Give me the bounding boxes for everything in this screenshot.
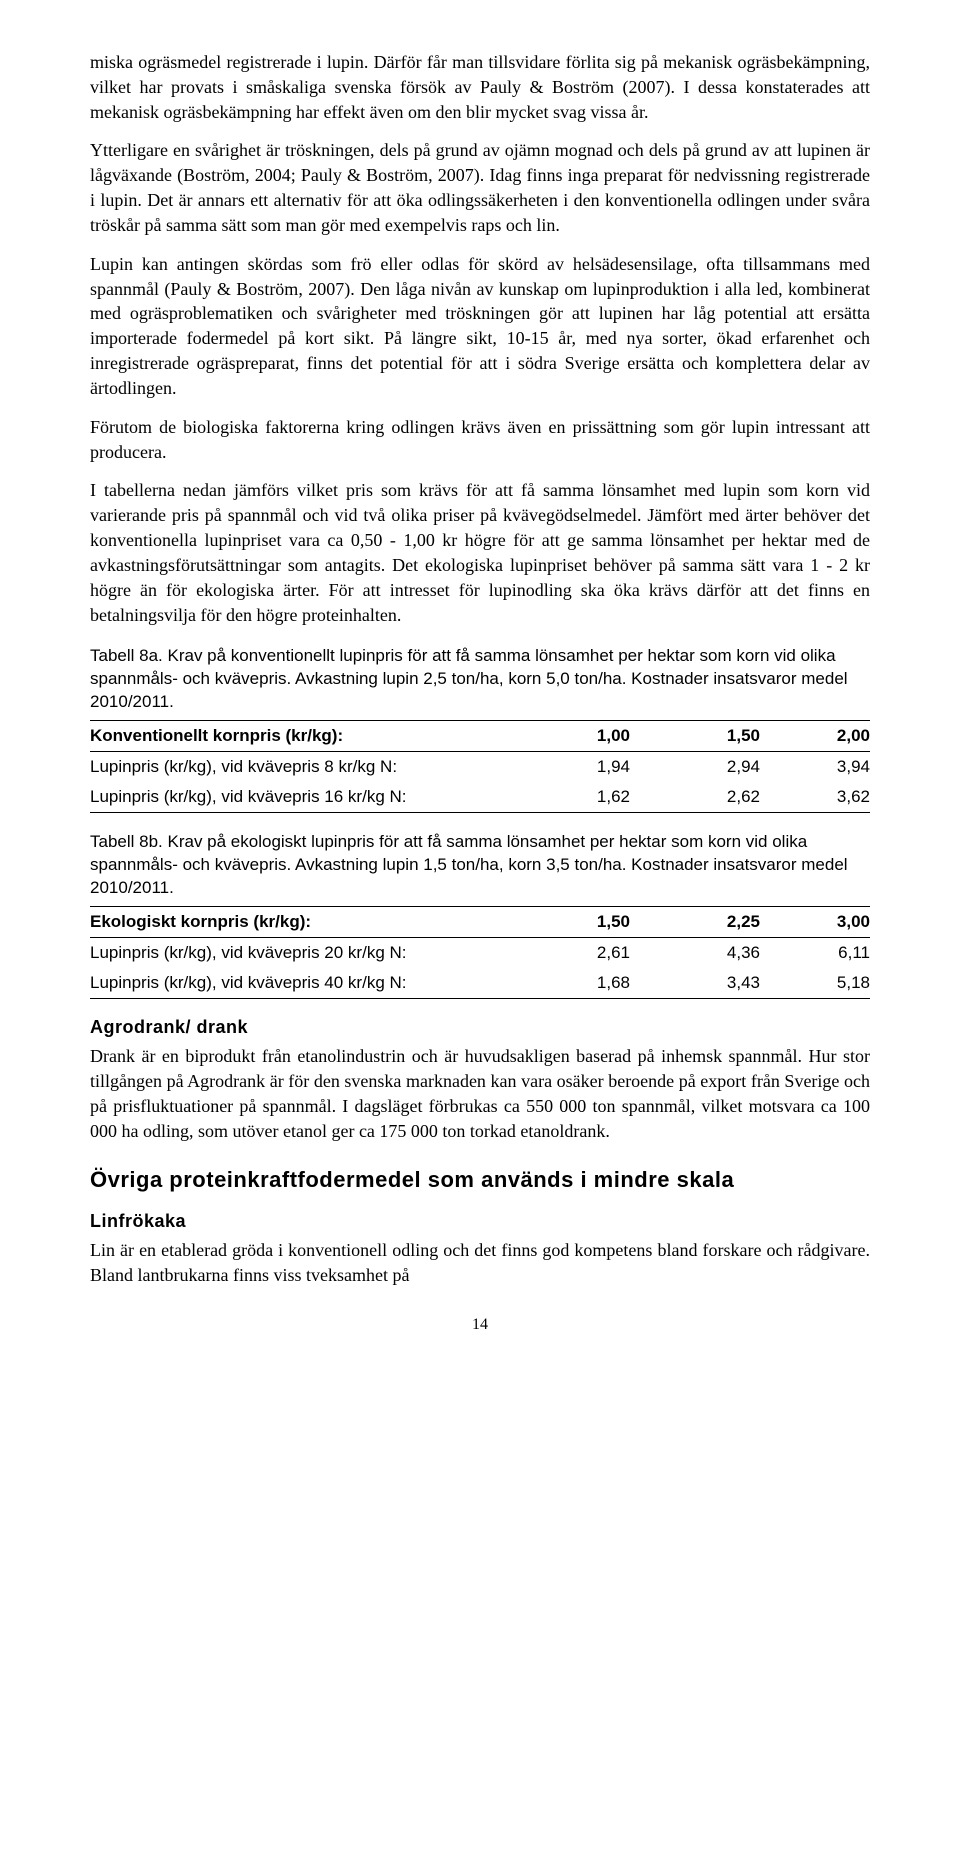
table-row: Lupinpris (kr/kg), vid kvävepris 20 kr/k… <box>90 938 870 969</box>
table-caption: Tabell 8a. Krav på konventionellt lupinp… <box>90 645 870 714</box>
table-row: Lupinpris (kr/kg), vid kvävepris 40 kr/k… <box>90 968 870 999</box>
table-cell: 6,11 <box>780 938 870 969</box>
paragraph: Drank är en biprodukt från etanolindustr… <box>90 1044 870 1143</box>
table-header-value: 1,50 <box>520 907 650 938</box>
table-8a: Konventionellt kornpris (kr/kg): 1,00 1,… <box>90 720 870 813</box>
table-header-value: 3,00 <box>780 907 870 938</box>
table-row: Lupinpris (kr/kg), vid kvävepris 16 kr/k… <box>90 782 870 813</box>
heading-linfrokaka: Linfrökaka <box>90 1211 870 1232</box>
table-header-value: 1,50 <box>650 721 780 752</box>
table-8b: Ekologiskt kornpris (kr/kg): 1,50 2,25 3… <box>90 906 870 999</box>
heading-ovriga: Övriga proteinkraftfodermedel som använd… <box>90 1167 870 1193</box>
table-cell: 5,18 <box>780 968 870 999</box>
table-cell: 1,68 <box>520 968 650 999</box>
table-caption: Tabell 8b. Krav på ekologiskt lupinpris … <box>90 831 870 900</box>
table-header-row: Ekologiskt kornpris (kr/kg): 1,50 2,25 3… <box>90 907 870 938</box>
table-header-value: 1,00 <box>520 721 650 752</box>
table-row: Lupinpris (kr/kg), vid kvävepris 8 kr/kg… <box>90 752 870 783</box>
table-header-row: Konventionellt kornpris (kr/kg): 1,00 1,… <box>90 721 870 752</box>
paragraph: Lupin kan antingen skördas som frö eller… <box>90 252 870 401</box>
paragraph: Förutom de biologiska faktorerna kring o… <box>90 415 870 465</box>
table-cell: 1,62 <box>520 782 650 813</box>
document-page: miska ogräsmedel registrerade i lupin. D… <box>0 0 960 1374</box>
table-cell: 2,62 <box>650 782 780 813</box>
paragraph: Lin är en etablerad gröda i konventionel… <box>90 1238 870 1288</box>
table-row-label: Lupinpris (kr/kg), vid kvävepris 20 kr/k… <box>90 938 520 969</box>
paragraph: Ytterligare en svårighet är tröskningen,… <box>90 138 870 237</box>
table-cell: 1,94 <box>520 752 650 783</box>
paragraph: I tabellerna nedan jämförs vilket pris s… <box>90 478 870 627</box>
table-cell: 3,62 <box>780 782 870 813</box>
table-header-label: Ekologiskt kornpris (kr/kg): <box>90 907 520 938</box>
table-row-label: Lupinpris (kr/kg), vid kvävepris 40 kr/k… <box>90 968 520 999</box>
page-number: 14 <box>90 1316 870 1334</box>
heading-agrodrank: Agrodrank/ drank <box>90 1017 870 1038</box>
table-row-label: Lupinpris (kr/kg), vid kvävepris 16 kr/k… <box>90 782 520 813</box>
paragraph: miska ogräsmedel registrerade i lupin. D… <box>90 50 870 124</box>
table-header-value: 2,00 <box>780 721 870 752</box>
table-cell: 3,94 <box>780 752 870 783</box>
table-cell: 2,94 <box>650 752 780 783</box>
table-row-label: Lupinpris (kr/kg), vid kvävepris 8 kr/kg… <box>90 752 520 783</box>
table-header-label: Konventionellt kornpris (kr/kg): <box>90 721 520 752</box>
table-cell: 4,36 <box>650 938 780 969</box>
table-header-value: 2,25 <box>650 907 780 938</box>
table-cell: 3,43 <box>650 968 780 999</box>
table-cell: 2,61 <box>520 938 650 969</box>
